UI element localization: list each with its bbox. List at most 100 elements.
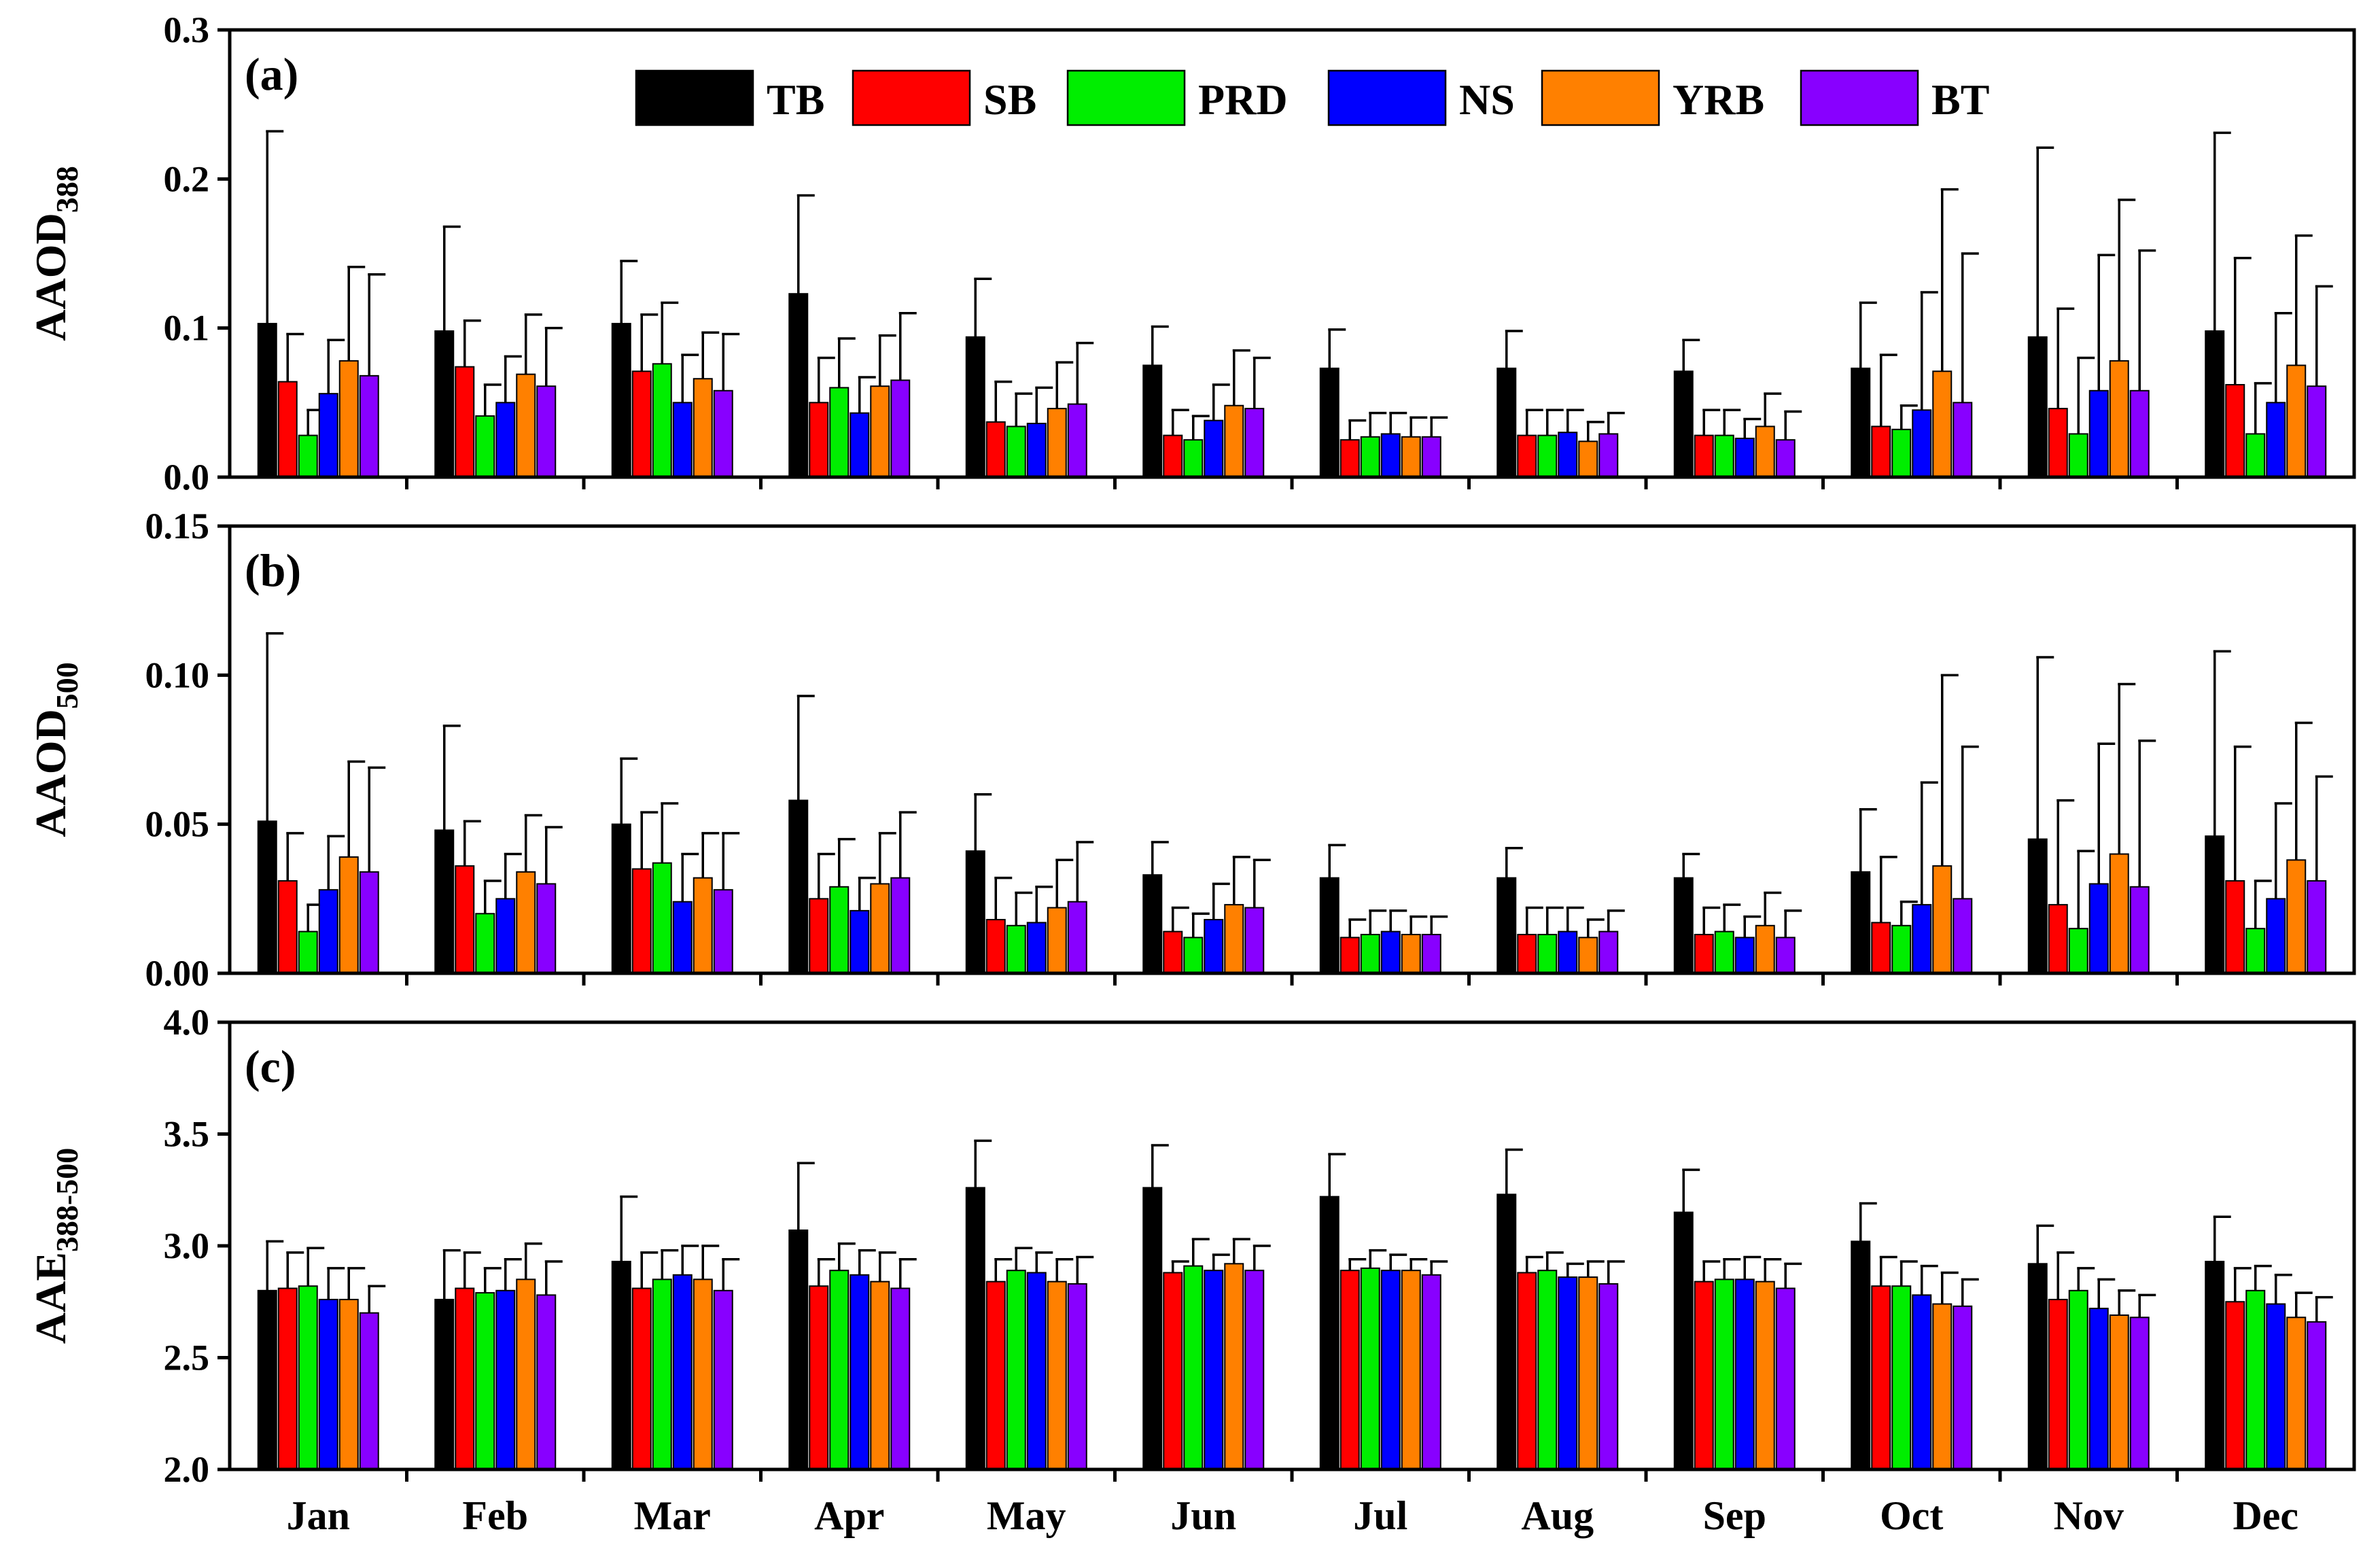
bar: [2307, 1321, 2327, 1470]
bar: [455, 1287, 475, 1470]
bar: [2048, 904, 2068, 975]
bar: [965, 850, 985, 974]
x-axis-labels: Jan Feb Mar Apr May Jun Jul Aug Sep Oct Nov Dec: [287, 1493, 2298, 1538]
bar: [2048, 1298, 2068, 1470]
bar: [985, 421, 1006, 478]
bar: [2088, 1308, 2109, 1470]
bar: [1224, 904, 1244, 975]
bar: [257, 323, 277, 478]
bar: [1912, 409, 1932, 478]
bar: [788, 1229, 809, 1470]
bar: [1319, 877, 1340, 975]
bar: [890, 1287, 911, 1470]
bar: [1401, 933, 1421, 975]
bar: [1598, 1283, 1619, 1471]
bar: [809, 898, 829, 975]
bar: [1142, 364, 1163, 478]
bar: [277, 381, 298, 478]
bar: [1558, 1276, 1578, 1471]
y-tick-label: 0.15: [145, 506, 210, 546]
bar: [1319, 367, 1340, 478]
bar: [1673, 1211, 1694, 1471]
bar: [1871, 922, 1891, 974]
bar: [1496, 877, 1517, 975]
x-tick-label: May: [987, 1493, 1066, 1538]
series-tb-panel-3: [257, 1139, 2231, 1471]
panel-2: 0.00 0.05 0.10 0.15 (b) AAOD500: [27, 506, 2356, 994]
bar: [1755, 924, 1775, 975]
y-axis-label: AAOD500: [27, 662, 84, 837]
bar: [1183, 439, 1204, 478]
bar: [1067, 403, 1087, 478]
bar: [2048, 408, 2068, 478]
bar: [1047, 907, 1067, 974]
bar: [2286, 1317, 2307, 1471]
bar: [1496, 1194, 1517, 1470]
series-ns-panel-2: [318, 742, 2292, 975]
legend-swatch: [1800, 69, 1919, 126]
bar: [434, 330, 455, 478]
panel-tag: (a): [245, 48, 298, 100]
bar: [1953, 1305, 1973, 1470]
bar: [338, 1298, 359, 1470]
bar: [455, 366, 475, 478]
bar: [1871, 425, 1891, 478]
y-tick-label: 0.2: [164, 158, 210, 199]
bar: [298, 434, 318, 478]
bar: [1673, 370, 1694, 478]
legend: TB SB PRD NS YRB BT: [635, 69, 1989, 126]
bar: [1673, 877, 1694, 975]
x-tick-label: Mar: [634, 1493, 711, 1538]
bar: [1244, 907, 1265, 974]
bar: [1578, 937, 1598, 974]
bar: [1340, 1270, 1360, 1470]
bar: [652, 363, 672, 478]
bar: [985, 919, 1006, 975]
bar: [2266, 402, 2286, 478]
legend-swatch: [852, 69, 971, 126]
bar: [829, 1270, 850, 1470]
bar: [1517, 434, 1537, 478]
bar: [1244, 1270, 1265, 1470]
series-sb-panel-1: [277, 256, 2252, 478]
series-prd-panel-3: [298, 1238, 2272, 1471]
bar: [257, 820, 277, 975]
bar: [693, 378, 713, 478]
bar: [1912, 1294, 1932, 1470]
bar: [1871, 1285, 1891, 1470]
panel-3: 2.0 2.5 3.0 3.5 4.0 (c) AAE388-500: [27, 1002, 2356, 1490]
bar: [1319, 1196, 1340, 1470]
bar: [2245, 1289, 2266, 1471]
bar: [1006, 924, 1026, 975]
bar: [713, 889, 733, 975]
bar: [318, 1298, 338, 1470]
bar: [318, 393, 338, 478]
bar: [2068, 433, 2088, 478]
bar: [1183, 1265, 1204, 1470]
series-yrb-panel-2: [338, 674, 2313, 975]
bar: [2129, 389, 2150, 478]
bar: [829, 886, 850, 974]
legend-item-sb: SB: [852, 69, 1036, 126]
bar: [1026, 922, 1047, 974]
bar: [1517, 933, 1537, 975]
bar: [1891, 924, 1912, 975]
y-tick-label: 4.0: [164, 1002, 210, 1043]
bar: [2245, 928, 2266, 974]
bar: [2286, 364, 2307, 478]
bar: [1340, 937, 1360, 974]
bar: [611, 823, 631, 974]
bar: [1401, 436, 1421, 478]
bar: [2286, 859, 2307, 974]
bar: [652, 1278, 672, 1470]
legend-item-yrb: YRB: [1541, 69, 1764, 126]
bar: [298, 1285, 318, 1470]
x-tick-label: Jan: [287, 1493, 350, 1538]
bar: [2109, 360, 2129, 478]
bar: [455, 865, 475, 974]
bar: [850, 1274, 870, 1471]
bar: [1578, 440, 1598, 478]
y-tick-label: 2.5: [164, 1338, 210, 1378]
bar: [1142, 1187, 1163, 1470]
